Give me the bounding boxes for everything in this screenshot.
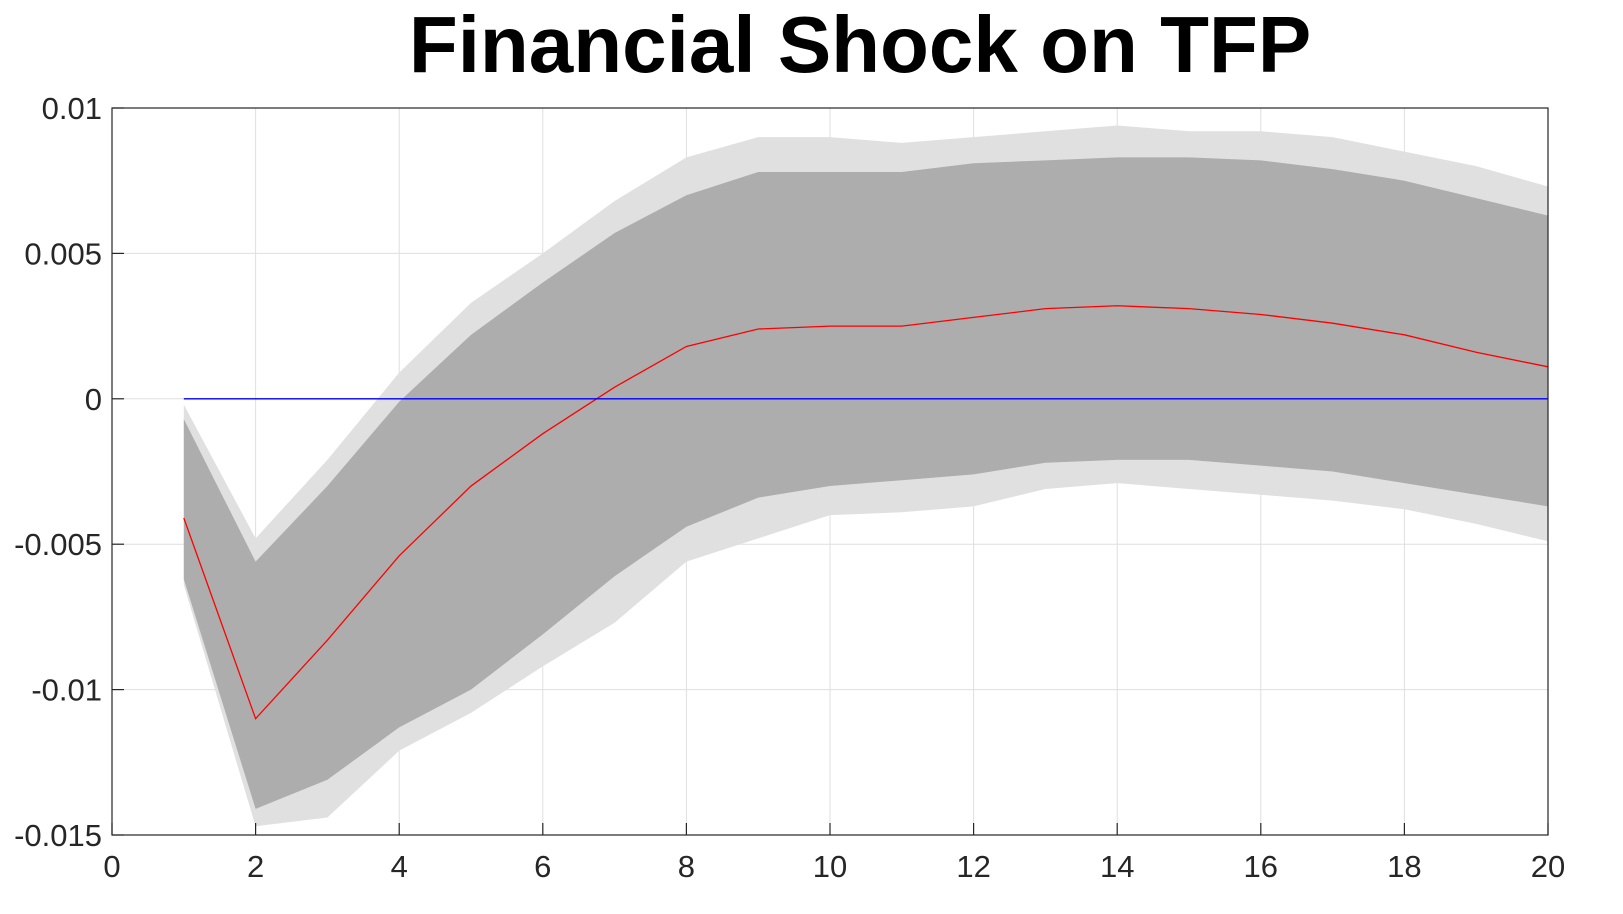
y-tick-label: -0.005 [14,527,102,562]
confidence-bands [183,125,1548,827]
y-tick-label: 0.01 [42,91,102,126]
series-lines [183,305,1549,720]
axes: 0 2 4 6 8 10 12 14 16 18 20 -0.015 -0.01 -0.005 0 0.005… [14,91,1565,884]
y-tick-label: 0 [85,382,102,417]
x-tick-label: 18 [1387,849,1421,884]
x-tick-label: 16 [1244,849,1278,884]
x-tick-label: 4 [391,849,408,884]
x-tick-label: 10 [813,849,847,884]
y-tick-label: -0.01 [31,673,102,708]
median-line [183,305,1549,720]
x-tick-label: 20 [1531,849,1565,884]
x-tick-label: 8 [678,849,695,884]
x-tick-label: 12 [956,849,990,884]
chart-title: Financial Shock on TFP [409,0,1311,89]
inner-band [183,157,1548,809]
x-tick-label: 6 [534,849,551,884]
y-tick-label: -0.015 [14,818,102,853]
y-tick-label: 0.005 [24,236,102,271]
x-tick-label: 14 [1100,849,1134,884]
x-tick-label: 0 [103,849,120,884]
x-tick-label: 2 [247,849,264,884]
